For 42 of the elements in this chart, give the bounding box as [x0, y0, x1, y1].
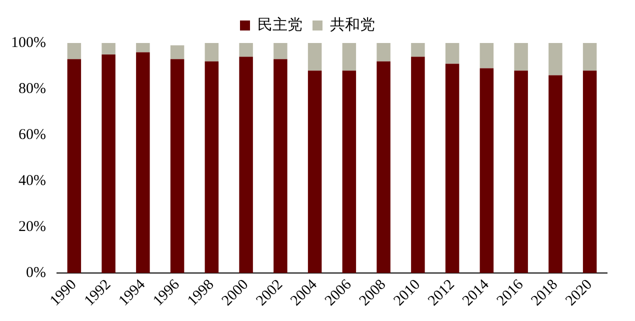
- y-tick-label: 20%: [18, 218, 46, 235]
- bar: [308, 70, 322, 274]
- bar: [308, 43, 322, 71]
- bar: [480, 43, 494, 68]
- bar: [582, 70, 597, 274]
- bar: [342, 43, 356, 71]
- bar: [102, 54, 116, 274]
- bar: [376, 43, 390, 62]
- bar: [170, 59, 184, 274]
- bar: [204, 61, 219, 274]
- y-tick-label: 40%: [18, 172, 46, 189]
- y-tick-label: 80%: [18, 80, 46, 97]
- bar: [582, 43, 597, 71]
- bar: [274, 59, 288, 274]
- bar: [170, 45, 184, 60]
- x-tick-label: 1992: [82, 276, 114, 310]
- bar: [136, 52, 150, 274]
- bar: [548, 43, 562, 76]
- bar: [239, 43, 253, 57]
- bar: [67, 43, 82, 60]
- bar: [548, 75, 562, 274]
- bar: [274, 43, 288, 60]
- bar: [102, 43, 116, 55]
- bar: [239, 56, 253, 274]
- legend-label: 共和党: [330, 15, 375, 34]
- y-tick-label: 100%: [10, 34, 46, 51]
- bar: [342, 70, 356, 274]
- bar: [480, 68, 494, 274]
- legend-label: 民主党: [258, 15, 302, 34]
- y-tick-label: 60%: [18, 126, 46, 143]
- bar: [411, 56, 425, 274]
- bar: [445, 64, 460, 274]
- bar: [514, 43, 528, 71]
- bar: [514, 70, 528, 274]
- bar: [411, 43, 425, 57]
- bar: [204, 43, 219, 62]
- y-tick-label: 0%: [26, 264, 46, 281]
- bar: [445, 43, 460, 64]
- x-tick-label: 1990: [47, 276, 80, 310]
- bar: [136, 43, 150, 52]
- bar: [67, 59, 82, 274]
- bar: [376, 61, 390, 274]
